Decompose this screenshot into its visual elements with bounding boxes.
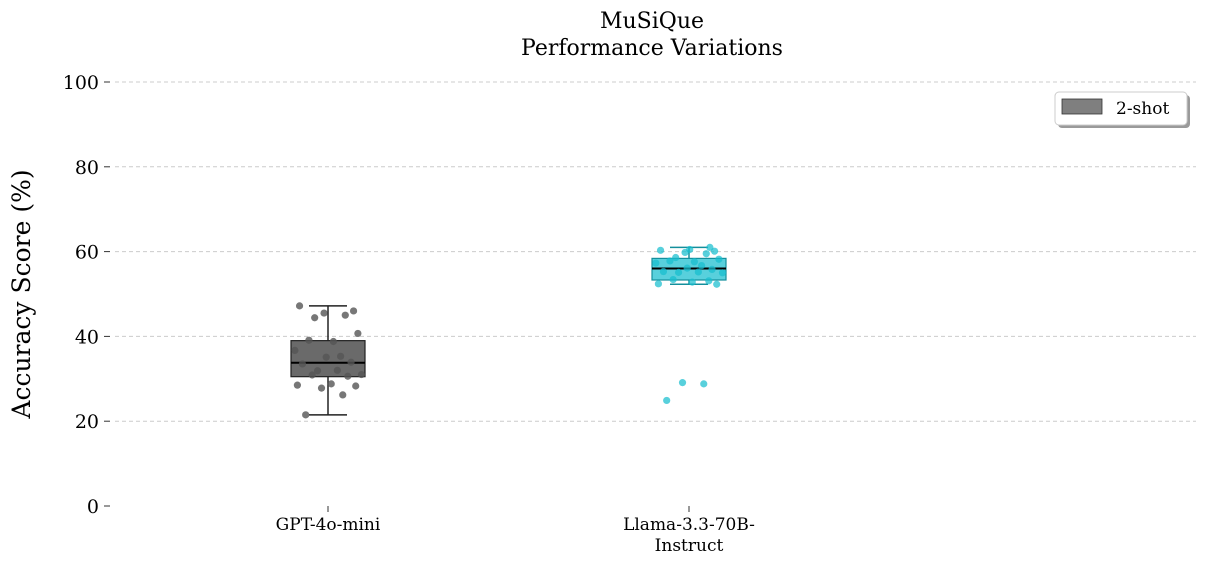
data-point — [302, 411, 310, 419]
data-point — [694, 268, 702, 276]
data-point — [702, 250, 710, 258]
data-point — [683, 264, 691, 272]
data-point — [305, 336, 313, 344]
data-point — [706, 243, 714, 251]
grid-lines — [115, 81, 1196, 422]
data-point — [308, 371, 316, 379]
data-point — [344, 372, 352, 380]
chart-title: MuSiQue Performance Variations — [521, 9, 783, 61]
x-tick-label: Llama-3.3-70B- — [623, 515, 755, 535]
data-point — [686, 245, 694, 254]
data-point — [669, 275, 677, 284]
y-tick-label: 60 — [75, 242, 99, 264]
data-point — [705, 277, 713, 285]
x-axis: GPT-4o-mini Llama-3.3-70B-Instruct — [276, 506, 755, 556]
data-point — [327, 380, 335, 388]
data-point — [678, 379, 687, 387]
data-point — [713, 280, 721, 288]
data-point — [700, 380, 708, 388]
data-point — [339, 391, 347, 399]
data-point — [333, 366, 341, 374]
legend: 2-shot — [1054, 91, 1190, 128]
data-point — [317, 384, 326, 392]
data-point — [652, 259, 660, 267]
data-point — [337, 352, 345, 360]
legend-swatch-2-shot — [1061, 98, 1103, 115]
legend-label-2-shot: 2-shot — [1116, 99, 1169, 119]
data-point — [341, 311, 349, 319]
y-tick-label: 80 — [75, 157, 99, 179]
data-point — [656, 246, 665, 254]
data-point — [349, 307, 358, 315]
data-point — [313, 367, 322, 375]
data-point — [354, 329, 362, 338]
data-point — [663, 396, 671, 405]
data-point — [715, 255, 723, 263]
data-point — [654, 280, 663, 288]
data-point — [688, 278, 696, 286]
x-tick-label: GPT-4o-mini — [276, 515, 381, 535]
y-tick-label: 20 — [75, 411, 99, 433]
data-point — [708, 265, 716, 274]
data-point — [672, 253, 680, 262]
data-point — [298, 360, 307, 368]
series-boxes — [290, 243, 727, 419]
y-tick-label: 40 — [75, 326, 99, 348]
data-point — [295, 302, 304, 310]
box-series-0 — [290, 302, 366, 419]
x-tick-label: Instruct — [655, 536, 724, 556]
y-tick-label: 100 — [63, 72, 99, 94]
data-point — [293, 381, 301, 389]
y-axis: 0 20 40 60 80 100 — [63, 72, 110, 518]
data-point — [329, 337, 337, 346]
data-point — [674, 268, 683, 276]
chart-title-line-1: MuSiQue — [600, 9, 704, 34]
data-point — [666, 257, 674, 265]
data-point — [718, 269, 727, 277]
data-point — [690, 258, 699, 266]
y-axis-label: Accuracy Score (%) — [7, 169, 36, 419]
data-point — [320, 309, 328, 317]
data-point — [322, 353, 330, 361]
data-point — [352, 382, 360, 390]
y-tick-label: 0 — [87, 496, 99, 518]
data-point — [311, 314, 319, 322]
data-point — [698, 261, 706, 270]
data-point — [357, 370, 366, 379]
data-point — [659, 267, 668, 276]
chart-title-line-2: Performance Variations — [521, 36, 783, 61]
data-point — [347, 358, 355, 366]
box-series-1 — [651, 243, 727, 405]
data-point — [291, 346, 299, 354]
